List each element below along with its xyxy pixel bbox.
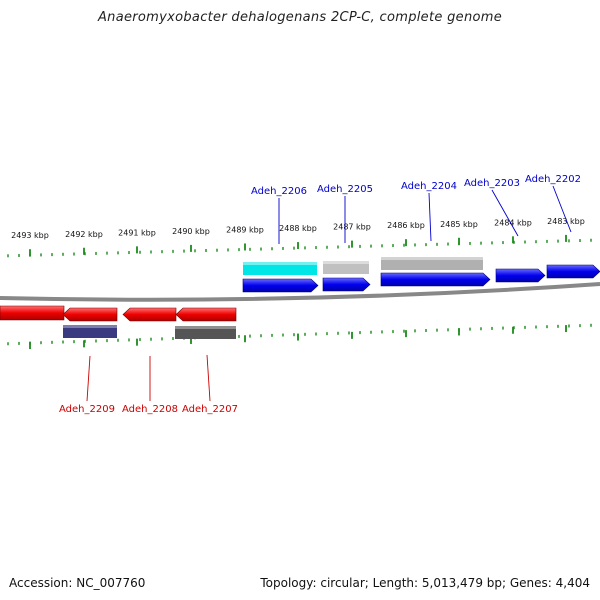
forward-feature-track-highlight [323, 261, 369, 264]
feature-tracks [63, 257, 483, 339]
forward-gene-label: Adeh_2204 [401, 181, 457, 192]
forward-gene-label: Adeh_2203 [464, 178, 520, 189]
scale-tick-label: 2492 kbp [65, 230, 103, 239]
scale-ticks-top: 2493 kbp 2492 kbp 2491 kbp 2490 kbp 2489 kbp… [7, 217, 592, 258]
reverse-feature-track [63, 325, 117, 338]
forward-gene-label: Adeh_2206 [251, 186, 307, 197]
scale-tick-label: 2487 kbp [333, 223, 371, 232]
forward-gene-leader [491, 189, 519, 237]
reverse-gene-label: Adeh_2207 [182, 404, 238, 415]
genome-backbone [0, 282, 600, 302]
reverse-gene-arrow [122, 307, 177, 322]
scale-tick-label: 2491 kbp [118, 228, 156, 237]
forward-feature-track [323, 261, 369, 274]
forward-gene-arrow [322, 277, 371, 292]
accession-text: Accession: NC_007760 [9, 576, 146, 590]
reverse-gene-leader [206, 354, 211, 402]
gene-arrows [0, 264, 600, 322]
reverse-gene-label: Adeh_2209 [59, 404, 115, 415]
map-title: Anaeromyxobacter dehalogenans 2CP-C, com… [97, 10, 503, 25]
forward-gene-arrow [380, 272, 491, 287]
reverse-gene-arrow [62, 307, 118, 322]
reverse-feature-track [175, 326, 236, 339]
forward-gene-arrow [495, 268, 546, 283]
forward-gene-leader [552, 185, 572, 233]
reverse-gene-arrow-partial [0, 305, 65, 321]
reverse-feature-track-highlight [63, 325, 117, 328]
scale-tick-label: 2493 kbp [11, 231, 49, 240]
scale-tick-label: 2488 kbp [279, 224, 317, 233]
forward-gene-arrow [242, 278, 319, 293]
gene-labels: Adeh_2206 Adeh_2205 Adeh_2204 Adeh_2203 Adeh… [59, 174, 581, 415]
forward-feature-track [381, 257, 483, 270]
forward-feature-track [243, 262, 317, 275]
scale-tick-label: 2490 kbp [172, 227, 210, 236]
forward-feature-track-highlight [243, 262, 317, 265]
scale-tick-label: 2486 kbp [387, 221, 425, 230]
topology-summary: Topology: circular; Length: 5,013,479 bp… [260, 576, 590, 590]
scale-tick-label: 2484 kbp [494, 218, 532, 227]
forward-gene-label: Adeh_2202 [525, 174, 581, 185]
forward-gene-leader [428, 192, 432, 242]
forward-gene-label: Adeh_2205 [317, 184, 373, 195]
forward-gene-arrow [546, 264, 600, 279]
reverse-gene-label: Adeh_2208 [122, 404, 178, 415]
scale-tick-label: 2489 kbp [226, 225, 264, 234]
reverse-gene-arrow [175, 307, 237, 322]
reverse-feature-track-highlight [175, 326, 236, 329]
scale-tick-label: 2483 kbp [547, 217, 585, 226]
forward-feature-track-highlight [381, 257, 483, 260]
scale-tick-label: 2485 kbp [440, 220, 478, 229]
reverse-gene-leader [86, 355, 91, 402]
